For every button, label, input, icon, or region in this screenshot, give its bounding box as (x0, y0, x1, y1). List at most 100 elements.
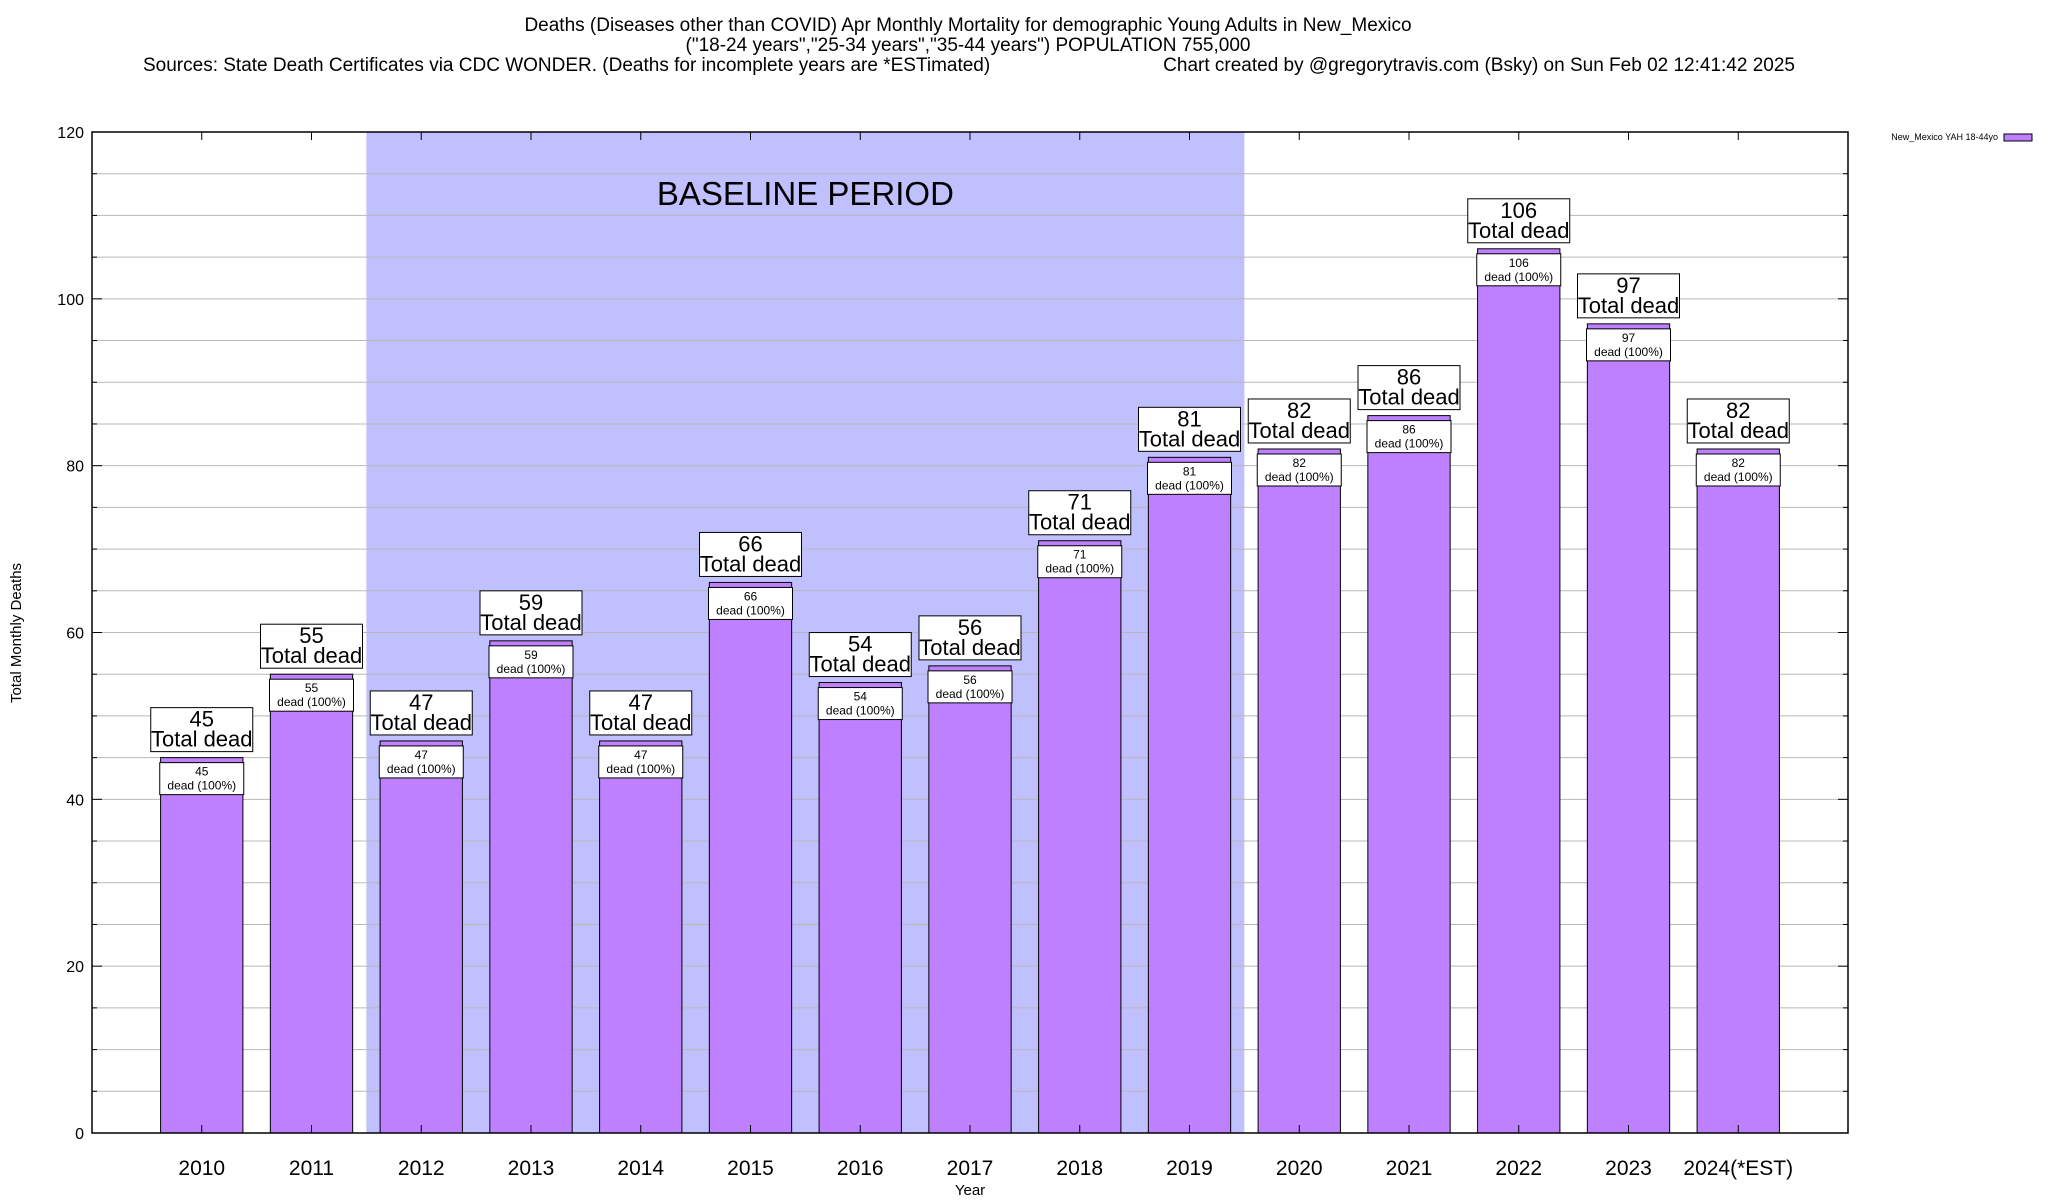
bar-total-suffix-label: Total dead (809, 652, 911, 677)
bar-total-suffix-label: Total dead (1687, 418, 1789, 443)
x-tick-label: 2016 (837, 1157, 884, 1180)
bar-total-label-box (1028, 490, 1132, 536)
x-tick-label: 2014 (617, 1157, 664, 1180)
bar (1696, 448, 1780, 1134)
bar-total-label-box (918, 615, 1022, 661)
bar-total-suffix-label: Total dead (151, 727, 253, 752)
bar-inner-percent-label: dead (100%) (716, 603, 785, 617)
bar-total-label-box (479, 590, 583, 636)
bar-total-label-box (1247, 398, 1351, 444)
bar-inner-percent-label: dead (100%) (387, 762, 456, 776)
bar (1586, 323, 1671, 1134)
bar-inner-value-label: 45 (195, 765, 209, 779)
bar (599, 740, 683, 1134)
bar-total-value-label: 47 (629, 690, 653, 715)
bar-total-value-label: 66 (738, 531, 762, 556)
x-tick-label: 2018 (1056, 1157, 1103, 1180)
bar-total-label-box (699, 531, 802, 577)
bar-inner-label-box (598, 745, 684, 779)
x-tick-label: 2024(*EST) (1683, 1157, 1793, 1180)
bar-inner-percent-label: dead (100%) (167, 779, 236, 793)
bar (1257, 448, 1341, 1134)
bar-inner-value-label: 106 (1509, 256, 1529, 270)
bar-total-suffix-label: Total dead (1358, 385, 1460, 410)
y-tick-label: 80 (66, 459, 84, 476)
y-tick-label: 40 (66, 792, 84, 809)
bar-total-label-box (1357, 365, 1461, 411)
bar-total-value-label: 86 (1397, 365, 1421, 390)
bar (1147, 456, 1232, 1134)
x-tick-label: 2022 (1495, 1157, 1542, 1180)
bar-inner-value-label: 66 (744, 589, 758, 603)
x-tick-label: 2021 (1386, 1157, 1433, 1180)
x-tick-label: 2012 (398, 1157, 445, 1180)
bar-total-suffix-label: Total dead (1468, 218, 1570, 243)
bar-inner-percent-label: dead (100%) (1155, 478, 1224, 492)
x-tick-label: 2011 (289, 1157, 334, 1180)
bar-total-value-label: 56 (958, 615, 982, 640)
bar-inner-label-box (269, 678, 354, 712)
bar-total-suffix-label: Total dead (1578, 293, 1680, 318)
bar-total-suffix-label: Total dead (480, 610, 582, 635)
bar-inner-value-label: 56 (963, 673, 977, 687)
bar-total-label-box (150, 707, 254, 753)
bar-total-value-label: 81 (1177, 406, 1201, 431)
bar (269, 673, 354, 1134)
bar-total-value-label: 47 (409, 690, 433, 715)
bar-inner-label-box (817, 687, 903, 721)
x-axis-label: Year (955, 1182, 985, 1199)
bar-inner-percent-label: dead (100%) (277, 695, 346, 709)
bar-total-suffix-label: Total dead (700, 551, 802, 576)
x-tick-label: 2010 (178, 1157, 225, 1180)
bar-inner-value-label: 82 (1732, 456, 1746, 470)
bar (818, 682, 902, 1134)
bar-total-label-box (1138, 406, 1241, 452)
x-tick-label: 2015 (727, 1157, 774, 1180)
bar-inner-percent-label: dead (100%) (1045, 562, 1114, 576)
chart-title: Deaths (Diseases other than COVID) Apr M… (524, 15, 1411, 36)
bar-total-suffix-label: Total dead (590, 710, 692, 735)
bar-inner-percent-label: dead (100%) (1594, 345, 1663, 359)
bar-total-value-label: 82 (1726, 398, 1750, 423)
bar-inner-percent-label: dead (100%) (936, 687, 1005, 701)
bar-total-value-label: 59 (519, 590, 543, 615)
bar (708, 581, 793, 1134)
bar-total-label-box (1467, 198, 1571, 244)
bar-total-suffix-label: Total dead (1139, 426, 1241, 451)
bar-inner-value-label: 71 (1073, 548, 1087, 562)
baseline-band-label: BASELINE PERIOD (657, 175, 954, 212)
bar (489, 640, 573, 1134)
bar-total-label-box (589, 690, 693, 736)
bar-total-value-label: 54 (848, 632, 872, 657)
bar-inner-label-box (1366, 420, 1452, 454)
x-tick-label: 2020 (1276, 1157, 1323, 1180)
bar-inner-percent-label: dead (100%) (606, 762, 675, 776)
bar-inner-value-label: 47 (634, 748, 648, 762)
bar-inner-label-box (708, 586, 793, 620)
bar (160, 757, 244, 1134)
bar-total-suffix-label: Total dead (1029, 510, 1131, 535)
y-tick-label: 60 (66, 626, 84, 643)
bar-total-suffix-label: Total dead (261, 643, 363, 668)
bar-total-value-label: 97 (1616, 273, 1640, 298)
bar-total-suffix-label: Total dead (919, 635, 1021, 660)
x-tick-label: 2017 (947, 1157, 994, 1180)
bar (1477, 248, 1561, 1134)
chart-subtitle: ("18-24 years","25-34 years","35-44 year… (686, 35, 1251, 56)
x-tick-label: 2019 (1166, 1157, 1213, 1180)
bar-inner-value-label: 82 (1293, 456, 1307, 470)
bar-inner-value-label: 81 (1183, 464, 1197, 478)
bar (379, 740, 463, 1134)
legend-swatch (2003, 133, 2033, 142)
bar-inner-percent-label: dead (100%) (1265, 470, 1334, 484)
chart-credit-note: Chart created by @gregorytravis.com (Bsk… (1163, 55, 1795, 76)
